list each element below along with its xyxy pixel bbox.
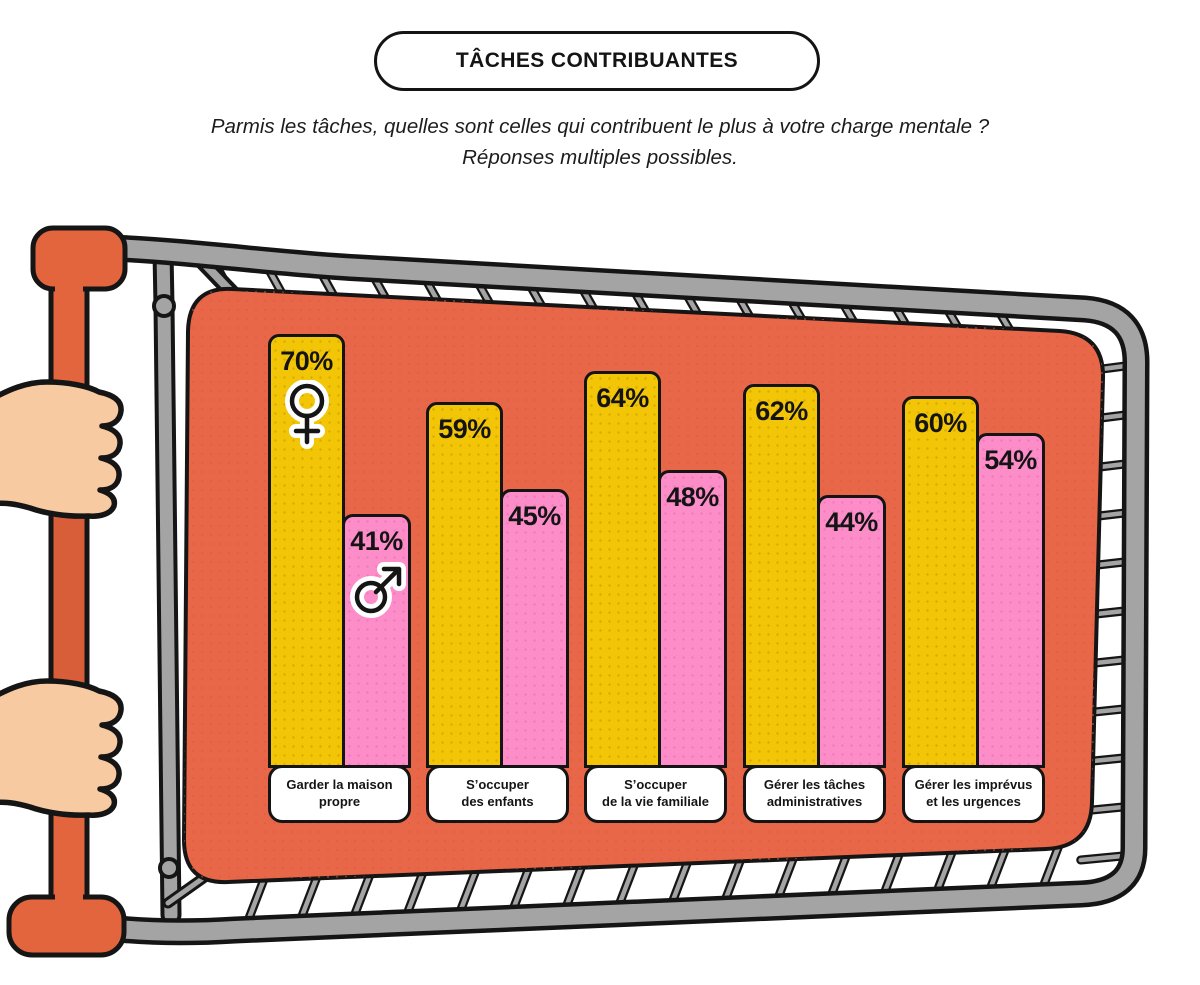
bar-femmes: 62% <box>743 384 820 768</box>
bar-value: 64% <box>596 383 649 413</box>
cart-frame-icon <box>98 234 1150 946</box>
category-label-line: S’occuper <box>624 777 687 793</box>
bar-value: 41% <box>350 526 403 556</box>
chart-question: Parmis les tâches, quelles sont celles q… <box>0 112 1200 174</box>
category-label-line: S’occuper <box>466 777 529 793</box>
bar-hommes: 48% <box>658 470 727 768</box>
chart-question-line2: Réponses multiples possibles. <box>462 145 738 169</box>
bar-group: 70% 41% Garder la maison propre <box>268 0 411 985</box>
category-label: Gérer les tâches administratives <box>743 765 886 823</box>
category-label-line: Gérer les imprévus <box>914 777 1033 793</box>
bar-hommes: 45% <box>500 489 569 768</box>
category-label-line: et les urgences <box>926 794 1021 809</box>
page-title: TÂCHES CONTRIBUANTES <box>455 49 739 72</box>
male-icon <box>345 560 408 620</box>
bar-hommes: 44% <box>817 495 886 768</box>
bar-femmes: 70% <box>268 334 345 768</box>
bar-value: 62% <box>755 396 808 426</box>
bar-value: 48% <box>666 482 719 512</box>
hands <box>0 379 124 815</box>
category-label-line: de la vie familiale <box>602 794 709 809</box>
handle-shade <box>53 492 85 706</box>
bar-femmes: 64% <box>584 371 661 768</box>
chart-question-line1: Parmis les tâches, quelles sont celles q… <box>210 115 990 138</box>
title-pill: TÂCHES CONTRIBUANTES <box>374 31 820 91</box>
hand-icon <box>0 379 124 519</box>
category-label: S’occuper de la vie familiale <box>584 765 727 823</box>
bar-value: 44% <box>825 507 878 537</box>
bar-femmes: 59% <box>426 402 503 768</box>
category-label: Garder la maison propre <box>268 765 411 823</box>
bar-group: 59% 45% S’occuper des enfants <box>426 0 569 985</box>
bar-group: 62% 44% Gérer les tâches administratives <box>743 0 886 985</box>
category-label-line: administratives <box>766 794 863 809</box>
category-label: Gérer les imprévus et les urgences <box>902 765 1045 823</box>
bar-value: 54% <box>984 445 1037 475</box>
category-label-line: Gérer les tâches <box>763 777 866 793</box>
bar-value: 60% <box>914 408 967 438</box>
category-label-line: des enfants <box>461 794 534 809</box>
bar-value: 59% <box>438 414 491 444</box>
bar-hommes: 54% <box>976 433 1045 768</box>
bar-group: 64% 48% S’occuper de la vie familiale <box>584 0 727 985</box>
bar-femmes: 60% <box>902 396 979 768</box>
bar-value: 45% <box>508 501 561 531</box>
category-label: S’occuper des enfants <box>426 765 569 823</box>
bar-group: 60% 54% Gérer les imprévus et les urgences <box>902 0 1045 985</box>
female-icon <box>271 380 342 452</box>
category-label-line: Garder la maison <box>286 777 393 793</box>
bar-hommes: 41% <box>342 514 411 768</box>
category-label-line: propre <box>318 794 361 809</box>
bar-value: 70% <box>280 346 333 376</box>
